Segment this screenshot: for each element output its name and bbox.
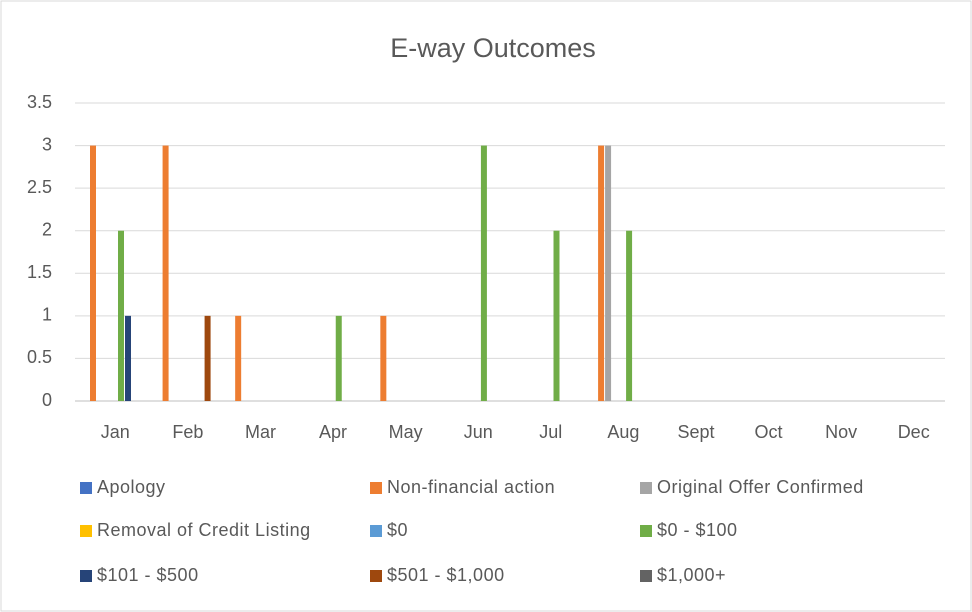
legend-label: $501 - $1,000	[387, 565, 505, 585]
chart-title: E-way Outcomes	[390, 33, 596, 63]
bar	[118, 230, 124, 401]
bar	[204, 315, 211, 401]
legend-label: Original Offer Confirmed	[657, 477, 864, 497]
y-tick-label: 2	[42, 219, 52, 239]
x-tick-label: Oct	[755, 422, 783, 442]
bar	[626, 230, 633, 401]
bar	[380, 315, 387, 401]
bar	[553, 230, 560, 401]
legend-swatch	[80, 525, 92, 537]
legend-label: $101 - $500	[97, 565, 199, 585]
x-tick-label: Jun	[464, 422, 493, 442]
legend-label: $1,000+	[657, 565, 726, 585]
x-tick-label: Sept	[677, 422, 714, 442]
x-tick-label: Nov	[825, 422, 857, 442]
legend-label: Non-financial action	[387, 477, 555, 497]
x-tick-label: Apr	[319, 422, 347, 442]
x-tick-label: May	[389, 422, 423, 442]
bar	[162, 145, 169, 401]
bar	[235, 315, 242, 401]
legend-swatch	[640, 525, 652, 537]
bar	[90, 145, 96, 401]
x-tick-label: Aug	[607, 422, 639, 442]
legend-swatch	[370, 525, 382, 537]
y-tick-label: 0	[42, 390, 52, 410]
x-tick-label: Jan	[101, 422, 130, 442]
x-tick-label: Mar	[245, 422, 276, 442]
y-tick-label: 1	[42, 305, 52, 325]
y-tick-label: 3.5	[27, 92, 52, 112]
bar	[605, 145, 612, 401]
legend-swatch	[80, 570, 92, 582]
legend-label: $0	[387, 520, 408, 540]
legend-swatch	[370, 482, 382, 494]
legend-swatch	[640, 570, 652, 582]
y-tick-label: 3	[42, 134, 52, 154]
y-tick-label: 1.5	[27, 262, 52, 282]
x-tick-label: Jul	[539, 422, 562, 442]
x-tick-label: Feb	[172, 422, 203, 442]
legend-label: Apology	[97, 477, 166, 497]
legend-swatch	[370, 570, 382, 582]
y-tick-label: 0.5	[27, 347, 52, 367]
bar	[598, 145, 605, 401]
bar	[125, 315, 131, 401]
x-tick-label: Dec	[898, 422, 930, 442]
legend-label: Removal of Credit Listing	[97, 520, 311, 540]
legend-swatch	[640, 482, 652, 494]
bar	[480, 145, 487, 401]
y-tick-label: 2.5	[27, 177, 52, 197]
legend-swatch	[80, 482, 92, 494]
legend-label: $0 - $100	[657, 520, 738, 540]
bar	[335, 315, 342, 401]
